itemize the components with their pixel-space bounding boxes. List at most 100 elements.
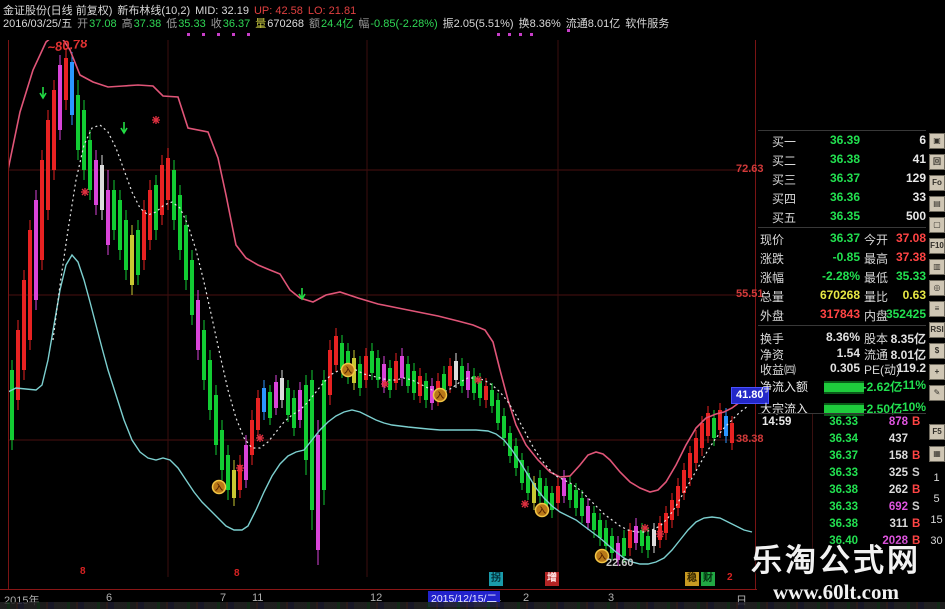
tape-volume: 2028: [882, 535, 908, 547]
bid-row: 买一 36.39 6: [758, 133, 926, 149]
candle-body: [322, 380, 326, 490]
side-toolbar: ▣ 回 Fo ▤ ▢ F10 ▥ ◎ ≡ RSI $ + ✎ F5 ▦ 1 5 15 30: [928, 130, 945, 609]
tool-button-icon[interactable]: $: [929, 343, 945, 359]
tool-button-icon[interactable]: +: [929, 364, 945, 380]
candle-body: [538, 478, 542, 496]
candlestick-chart[interactable]: 入入入入入 ~80.78 22.60: [8, 40, 756, 578]
tape-price: 36.34: [829, 433, 858, 445]
tool-button-icon[interactable]: ✎: [929, 385, 945, 401]
fund-value: 0.305: [829, 361, 860, 375]
tool-button-icon[interactable]: 回: [929, 154, 945, 170]
tool-button-f5[interactable]: F5: [929, 424, 945, 440]
candle-body: [520, 460, 524, 483]
candle-body: [340, 343, 344, 370]
tape-row: 36.40 2028 B: [758, 535, 926, 550]
y-axis-price-label: 38.38: [736, 433, 764, 445]
period-option-1[interactable]: 1: [933, 472, 940, 484]
svg-text:入: 入: [597, 552, 606, 561]
candle-body: [232, 470, 236, 498]
candle-body: [610, 536, 614, 553]
quote-value: 352425: [885, 307, 926, 321]
tool-button-rsi[interactable]: RSI: [929, 322, 945, 338]
candle-body: [574, 490, 578, 508]
tool-button-icon[interactable]: ▦: [929, 446, 945, 462]
quote-label: 涨幅: [760, 271, 785, 285]
period-option-30[interactable]: 30: [930, 535, 943, 547]
price-marker-label: 41.80: [731, 387, 769, 404]
sell-star-marker: [236, 464, 244, 472]
candle-body: [598, 520, 602, 538]
candle-body: [568, 484, 572, 500]
candle-body: [460, 366, 464, 386]
candle-body: [508, 433, 512, 456]
header-field: 收: [210, 18, 222, 30]
header-field: 换8.36%: [518, 18, 561, 30]
quote-label: 内盘: [864, 309, 889, 323]
tape-price: 36.33: [829, 467, 858, 479]
tool-button-icon[interactable]: ≡: [929, 301, 945, 317]
tool-button-icon[interactable]: ◎: [929, 280, 945, 296]
candle-body: [316, 435, 320, 550]
candle-body: [208, 360, 212, 410]
quote-label: 总量: [760, 290, 785, 304]
signal-tag: 稳: [685, 572, 699, 586]
tape-row: 36.33 692 S: [758, 501, 926, 516]
money-flow-row: 大宗流入 -2.50亿 -10%: [758, 400, 926, 416]
tool-button-fo[interactable]: Fo: [929, 175, 945, 191]
quote-label: 量比: [864, 290, 889, 304]
tape-price: 36.40: [829, 535, 858, 547]
tape-volume: 311: [889, 518, 908, 530]
tape-volume: 158: [888, 450, 908, 462]
candle-body: [184, 225, 188, 280]
x-axis-date-label: 2: [523, 592, 530, 604]
chart-annotation: 22.60: [606, 557, 634, 569]
quote-row: 涨跌 -0.85 最高 37.38: [758, 250, 926, 266]
x-axis-date-label: 日: [736, 595, 747, 607]
candle-body: [544, 486, 548, 506]
chart-right-axis: [755, 40, 756, 589]
candle-body: [532, 483, 536, 503]
down-arrow-marker: [39, 87, 47, 100]
candle-body: [646, 536, 650, 550]
candle-body: [226, 455, 230, 490]
candle-body: [16, 330, 20, 400]
candle-body: [442, 374, 446, 393]
header-field: 额: [308, 18, 320, 30]
candle-body: [652, 530, 656, 546]
quote-value: 670268: [819, 288, 860, 302]
fund-row: 换手 8.36% 股本 8.35亿: [758, 330, 926, 346]
tool-button-icon[interactable]: ▢: [929, 217, 945, 233]
bid-price: 36.35: [829, 209, 860, 223]
header-field: 低: [166, 18, 178, 30]
tool-button-icon[interactable]: ▣: [929, 133, 945, 149]
candle-body: [118, 200, 122, 250]
x-axis-date-label: 3: [608, 592, 615, 604]
candle-body: [376, 358, 380, 380]
candle-body: [622, 538, 626, 556]
candle-body: [280, 378, 284, 400]
bid-volume: 41: [912, 152, 926, 166]
header-dot: [530, 33, 533, 36]
header-field: 振2.05(5.51%): [442, 18, 514, 30]
tool-button-icon[interactable]: ▥: [929, 259, 945, 275]
quote-value: -0.85: [832, 250, 860, 264]
tool-button-icon[interactable]: ▤: [929, 196, 945, 212]
candle-body: [46, 120, 50, 210]
candle-body: [640, 530, 644, 546]
sell-star-marker: [656, 530, 664, 538]
candle-body: [130, 235, 134, 285]
candle-body: [106, 190, 110, 245]
bid-price: 36.36: [829, 190, 860, 204]
tool-button-f10[interactable]: F10: [929, 238, 945, 254]
candle-body: [394, 361, 398, 383]
period-option-5[interactable]: 5: [933, 493, 940, 505]
candle-body: [694, 438, 698, 463]
candle-body: [148, 190, 152, 240]
panel-separator: [758, 130, 926, 131]
signal-tag: 增: [545, 572, 559, 586]
bid-row: 买四 36.36 33: [758, 190, 926, 206]
flow-label: 净流入额: [760, 380, 809, 394]
quote-label: 外盘: [760, 309, 785, 323]
period-option-15[interactable]: 15: [930, 514, 943, 526]
